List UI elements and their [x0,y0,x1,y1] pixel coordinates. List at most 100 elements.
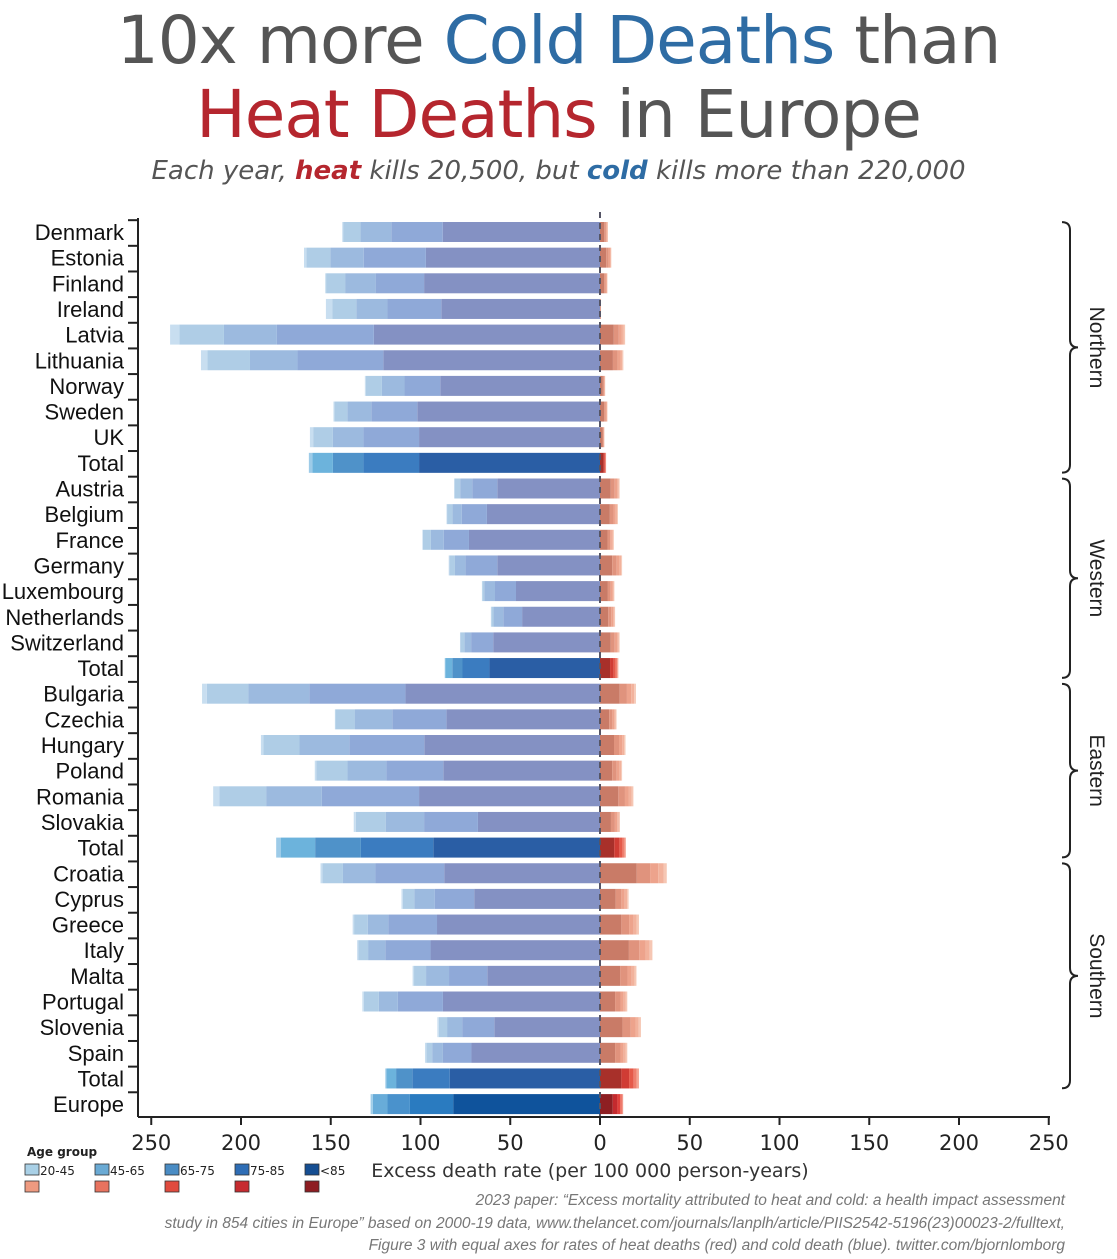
cold-bar-segment-45-65 [316,760,348,781]
cold-bar-segment-20-45 [385,1068,387,1089]
heat-bar-segment-65-75 [620,991,624,1012]
cold-bar-segment-75-85 [462,1017,495,1038]
cold-bar-segment-45-65 [332,298,357,319]
heat-bar-segment-75-85 [620,965,628,986]
cold-bar-segment-<85 [419,452,600,473]
heat-bar-segment-45-65 [606,222,608,242]
row-label: Spain [68,1041,124,1066]
cold-bar-segment-45-65 [206,683,249,704]
heat-bar-segment-20-45 [636,914,639,935]
heat-bar-segment-75-85 [614,837,620,858]
cold-bar-segment-65-75 [345,273,376,294]
heat-bar-segment-75-85 [602,427,604,448]
heat-bar-segment-<85 [600,658,611,679]
cold-bar-segment-75-85 [404,375,441,396]
heat-bar-segment-<85 [600,735,615,755]
cold-bar-segment-45-65 [326,273,346,294]
bar-row-poland [314,760,623,781]
cold-bar-segment-45-65 [306,247,331,268]
heat-bar-segment-<85 [600,427,603,448]
heat-bar-segment-<85 [600,1068,622,1089]
row-label: Malta [70,964,125,989]
heat-bar-segment-45-65 [610,247,611,268]
legend-swatch-heat [24,1180,40,1193]
legend-label: 75-85 [250,1164,285,1178]
bar-row-total [385,1068,639,1089]
cold-bar-segment-75-85 [349,735,425,755]
cold-bar-segment-<85 [441,298,600,319]
heat-bar-segment-75-85 [612,350,618,371]
bar-row-estonia [304,247,612,268]
heat-bar-segment-65-75 [650,863,659,884]
heat-bar-segment-20-45 [621,1094,624,1115]
cold-bar-segment-45-65 [449,555,455,576]
legend-swatch-cold [164,1163,180,1176]
row-label: Czechia [45,707,125,732]
cold-bar-segment-45-65 [438,1017,448,1038]
bar-row-cyprus [401,888,629,909]
row-label: Total [78,451,124,476]
cold-bar-segment-75-85 [471,632,494,653]
heat-bar-segment-65-75 [613,504,616,525]
heat-bar-segment-75-85 [621,914,630,935]
heat-bar-segment-45-65 [635,1017,639,1038]
cold-bar-segment-20-45 [364,375,366,396]
cold-bar-segment-20-45 [353,811,356,832]
heat-bar-segment-<85 [600,837,615,858]
heat-bar-segment-<85 [600,581,608,602]
bar-row-belgium [446,504,618,525]
cold-bar-segment-<85 [515,581,600,602]
cold-bar-segment-45-65 [322,863,343,884]
cold-bar-segment-20-45 [446,504,448,525]
row-label: Italy [84,938,124,963]
heat-bar-segment-75-85 [618,786,625,807]
heat-bar-segment-<85 [600,632,611,653]
heat-bar-segment-75-85 [636,863,651,884]
heat-bar-segment-45-65 [631,683,635,704]
heat-bar-segment-45-65 [615,658,618,679]
cold-bar-segment-75-85 [385,940,431,961]
cold-bar-segment-<85 [497,478,600,499]
heat-bar-segment-65-75 [626,683,632,704]
heat-bar-segment-65-75 [614,478,618,499]
cold-bar-segment-<85 [430,940,600,961]
row-label: Romania [36,784,125,809]
heat-bar-segment-65-75 [629,1068,634,1089]
heat-bar-segment-20-45 [621,760,623,781]
cold-bar-segment-45-65 [358,940,369,961]
row-label: Luxembourg [2,579,124,604]
cold-bar-segment-20-45 [342,222,344,242]
bar-row-greece [352,914,639,935]
heat-bar-segment-20-45 [612,529,614,550]
bar-row-europe [370,1094,624,1115]
heat-bar-segment-20-45 [622,350,624,371]
cold-bar-segment-45-65 [343,222,361,242]
heat-bar-segment-20-45 [631,786,634,807]
heat-bar-segment-45-65 [612,581,614,602]
heat-bar-segment-20-45 [663,863,667,884]
cold-bar-segment-<85 [494,1017,600,1038]
row-label: Total [78,836,124,861]
bar-row-netherlands [490,606,616,627]
heat-bar-segment-45-65 [617,478,619,499]
cold-bar-segment-<85 [405,683,600,704]
cold-bar-segment-75-85 [392,709,447,730]
heat-bar-segment-75-85 [622,1017,631,1038]
row-label: Switzerland [10,630,124,655]
cold-bar-segment-<85 [453,1094,600,1115]
heat-bar-segment-20-45 [618,478,620,499]
bar-row-ireland [325,298,601,319]
cold-bar-segment-75-85 [375,273,425,294]
x-tick-label: 200 [221,1131,261,1155]
bar-row-portugal [362,991,628,1012]
cold-bar-segment-65-75 [432,1042,443,1063]
cold-bar-segment-<85 [419,427,600,448]
cold-bar-segment-<85 [419,786,600,807]
row-label: Latvia [65,323,124,348]
heat-bar-segment-75-85 [612,760,617,781]
cold-bar-segment-45-65 [312,452,333,473]
cold-bar-segment-65-75 [460,478,473,499]
cold-bar-segment-<85 [468,529,600,550]
cold-bar-segment-20-45 [325,273,327,294]
cold-bar-segment-45-65 [313,427,333,448]
